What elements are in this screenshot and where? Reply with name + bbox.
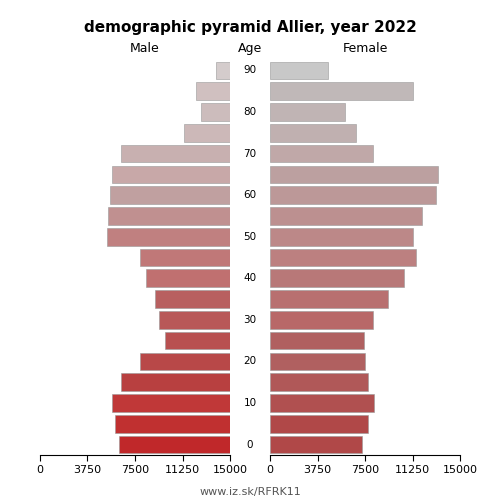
Text: 90: 90 <box>244 66 256 76</box>
Bar <box>112 166 230 183</box>
Bar <box>107 228 230 246</box>
Bar <box>270 82 413 100</box>
Bar <box>114 415 230 432</box>
Bar <box>270 62 328 79</box>
Text: Female: Female <box>342 42 388 55</box>
Bar <box>216 62 230 79</box>
Text: www.iz.sk/RFRK11: www.iz.sk/RFRK11 <box>199 488 301 498</box>
Bar <box>270 415 368 432</box>
Bar <box>270 124 356 142</box>
Bar <box>270 166 438 183</box>
Bar <box>270 248 416 266</box>
Text: 80: 80 <box>244 107 256 117</box>
Bar <box>196 82 230 100</box>
Bar <box>270 311 372 328</box>
Bar <box>110 186 230 204</box>
Bar <box>140 248 230 266</box>
Bar <box>121 374 230 391</box>
Bar <box>270 186 436 204</box>
Text: demographic pyramid Allier, year 2022: demographic pyramid Allier, year 2022 <box>84 20 416 35</box>
Bar <box>121 144 230 162</box>
Bar <box>146 270 230 287</box>
Bar <box>270 144 372 162</box>
Bar <box>156 290 230 308</box>
Text: 50: 50 <box>244 232 256 241</box>
Bar <box>270 103 344 121</box>
Bar <box>112 394 230 412</box>
Bar <box>270 207 422 225</box>
Bar <box>184 124 230 142</box>
Text: 40: 40 <box>244 274 256 283</box>
Bar <box>201 103 230 121</box>
Text: 70: 70 <box>244 148 256 158</box>
Bar <box>270 270 404 287</box>
Bar <box>108 207 230 225</box>
Bar <box>270 394 374 412</box>
Bar <box>270 374 368 391</box>
Text: 60: 60 <box>244 190 256 200</box>
Text: 20: 20 <box>244 356 256 366</box>
Bar <box>159 311 230 328</box>
Bar <box>140 352 230 370</box>
Bar <box>270 290 388 308</box>
Bar <box>270 352 365 370</box>
Text: 0: 0 <box>247 440 254 450</box>
Text: 30: 30 <box>244 315 256 325</box>
Text: Male: Male <box>130 42 160 55</box>
Text: Age: Age <box>238 42 262 55</box>
Bar <box>118 436 230 454</box>
Bar <box>270 228 413 246</box>
Bar <box>166 332 230 349</box>
Text: 10: 10 <box>244 398 256 408</box>
Bar <box>270 436 362 454</box>
Bar <box>270 332 364 349</box>
